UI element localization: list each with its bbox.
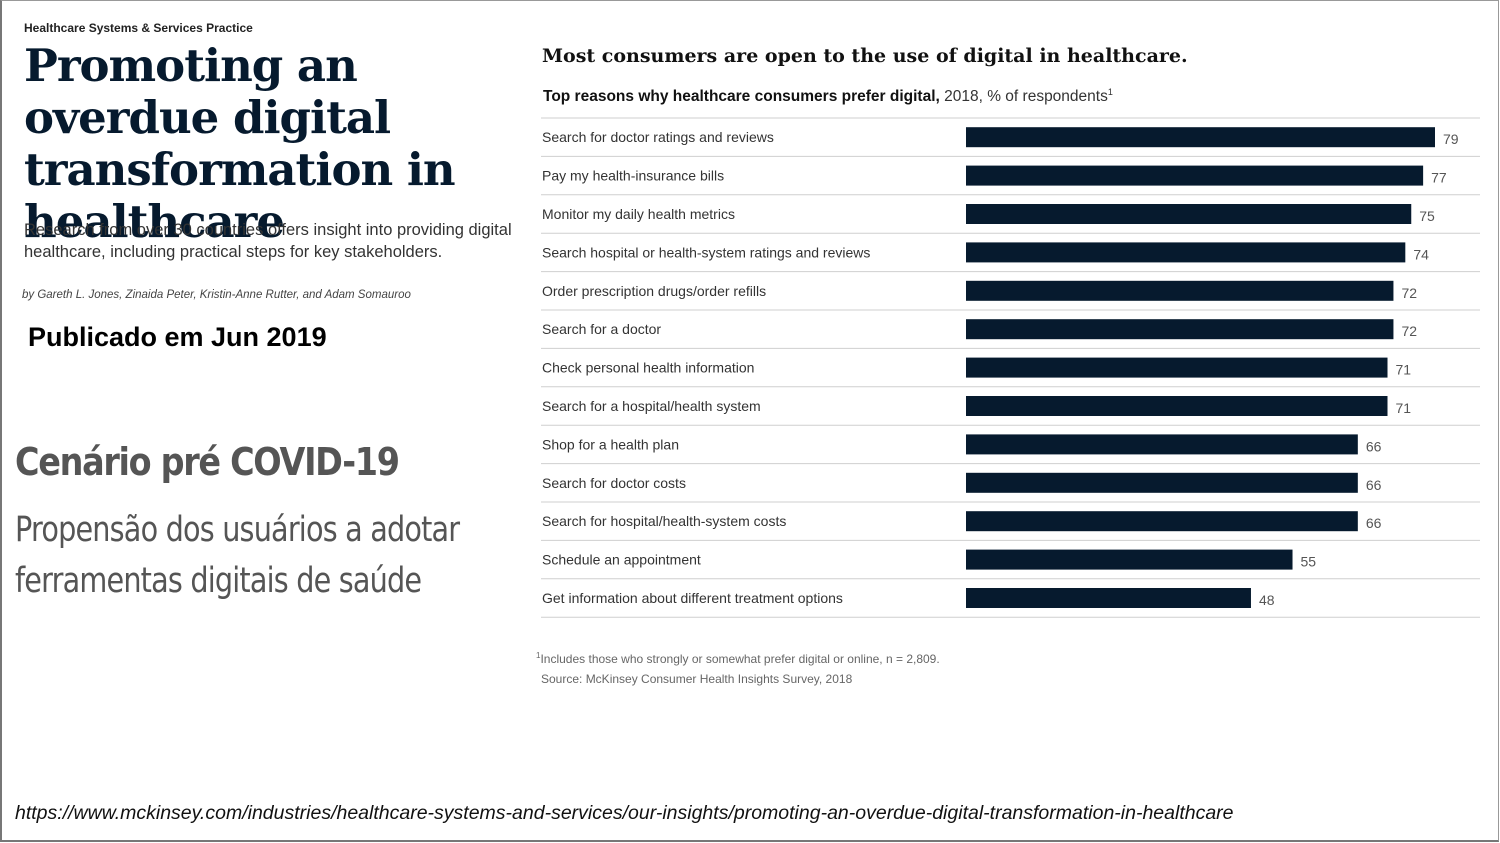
chart-footnote: 1Includes those who strongly or somewhat… [536, 651, 940, 666]
chart-source: Source: McKinsey Consumer Health Insight… [541, 672, 853, 686]
value-label: 72 [1401, 323, 1417, 339]
category-label: Shop for a health plan [542, 436, 679, 452]
value-label: 55 [1301, 554, 1317, 570]
published-date: Publicado em Jun 2019 [28, 322, 327, 352]
category-label: Search for doctor costs [542, 475, 686, 491]
chart-subtitle-rest: 2018, % of respondents [939, 88, 1108, 106]
category-label: Get information about different treatmen… [542, 590, 843, 606]
category-label: Search for a doctor [542, 321, 661, 337]
value-label: 75 [1419, 208, 1435, 224]
value-label: 66 [1366, 515, 1382, 531]
category-label: Order prescription drugs/order refills [542, 283, 766, 299]
bar [966, 319, 1394, 340]
bar [966, 472, 1358, 493]
category-label: Search for doctor ratings and reviews [542, 129, 774, 145]
bar [966, 434, 1358, 455]
value-label: 71 [1396, 400, 1412, 416]
bar [966, 127, 1435, 148]
value-label: 72 [1401, 285, 1417, 301]
category-label: Pay my health-insurance bills [542, 168, 724, 184]
bar [966, 165, 1424, 186]
source-link[interactable]: https://www.mckinsey.com/industries/heal… [15, 802, 1234, 824]
footnote-text: Includes those who strongly or somewhat … [540, 652, 940, 666]
value-label: 77 [1431, 170, 1447, 186]
bar [966, 242, 1406, 263]
bar [966, 396, 1388, 416]
value-label: 74 [1413, 246, 1429, 262]
bar [966, 511, 1358, 532]
article-byline: by Gareth L. Jones, Zinaida Peter, Krist… [22, 289, 411, 301]
category-label: Check personal health information [542, 360, 754, 376]
scenario-title: Cenário pré COVID-19 [15, 440, 400, 484]
article-title: Promoting an overdue digital transformat… [24, 39, 456, 248]
category-label: Search hospital or health-system ratings… [542, 244, 870, 260]
bar [966, 549, 1293, 570]
chart-subtitle-marker: 1 [1107, 87, 1113, 97]
value-label: 66 [1366, 477, 1382, 493]
category-label: Monitor my daily health metrics [542, 206, 735, 222]
value-label: 66 [1366, 438, 1382, 454]
category-label: Search for a hospital/health system [542, 398, 761, 414]
footnote-marker: 1 [536, 651, 541, 660]
bar [966, 357, 1388, 378]
bar [966, 280, 1394, 301]
category-label: Search for hospital/health-system costs [542, 513, 786, 529]
bar [966, 204, 1412, 224]
category-label: Schedule an appointment [542, 552, 701, 568]
chart-title: Most consumers are open to the use of di… [542, 45, 1188, 67]
article-kicker: Healthcare Systems & Services Practice [24, 21, 253, 35]
article-dek: Research from over 30 countries offers i… [24, 221, 512, 261]
value-label: 79 [1443, 131, 1459, 147]
bar [966, 588, 1251, 608]
scenario-text: Propensão dos usuários a adotar ferramen… [15, 510, 460, 601]
value-label: 48 [1259, 592, 1275, 608]
chart-subtitle: Top reasons why healthcare consumers pre… [543, 87, 1113, 106]
chart-subtitle-bold: Top reasons why healthcare consumers pre… [543, 88, 940, 106]
value-label: 71 [1396, 362, 1412, 378]
